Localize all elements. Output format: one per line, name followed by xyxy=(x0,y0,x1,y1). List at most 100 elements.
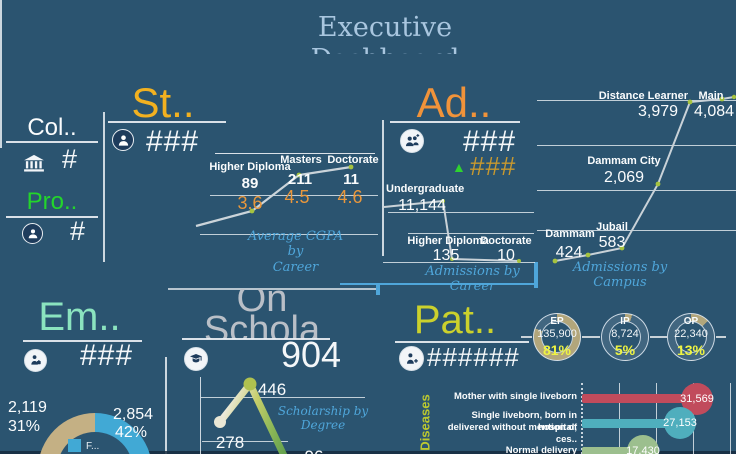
diseases-label-row1: Mother with single liveborn xyxy=(454,391,577,402)
diseases-label-row2a: Single liveborn, born in hospital, xyxy=(471,410,577,433)
gauge-ip-value: 8,724 xyxy=(611,328,639,340)
cgpa-cat-masters: Masters xyxy=(280,154,322,166)
diseases-bar-3-circle xyxy=(627,435,659,454)
cgpa-val-0: 3.6 xyxy=(237,193,263,213)
diseases-bar-1-value: 31,569 xyxy=(680,393,714,405)
programs-title: Pro.. xyxy=(26,188,78,215)
cgpa-caption-line2: Career xyxy=(272,259,319,275)
scholarship-value: 904 xyxy=(281,334,342,375)
gauge-op[interactable] xyxy=(667,313,715,361)
diseases-bar-2-circle xyxy=(664,407,696,439)
admissions-delta-icon: ▲ xyxy=(452,159,466,175)
admissions-value: ### xyxy=(463,125,517,158)
bottom-edge-strip xyxy=(0,451,736,454)
diseases-bar-2[interactable] xyxy=(582,419,674,428)
patients-title: Pat.. xyxy=(413,298,497,342)
campus-cat-distance-learner: Distance Learner xyxy=(598,90,688,102)
admissions-icon xyxy=(400,129,424,153)
gauge-ip-label: IP xyxy=(620,316,630,327)
scholarship-val-96: 96 xyxy=(296,447,332,454)
scholarship-axis xyxy=(200,377,201,454)
colleges-title: Col.. xyxy=(27,114,77,141)
gauge-connector-3 xyxy=(650,336,667,338)
patients-underline xyxy=(395,341,529,343)
campus-val-main: 4,084 xyxy=(693,103,735,120)
students-title: St.. xyxy=(131,79,195,126)
scholarship-caption-line1: Scholarship by xyxy=(277,404,369,418)
career-campus-splitter xyxy=(534,262,538,288)
employees-legend-swatch xyxy=(68,439,81,452)
cgpa-val-2: 4.6 xyxy=(337,187,363,207)
admissions-delta-value: ### xyxy=(470,151,517,181)
diseases-gridline-1 xyxy=(619,383,620,454)
scholarship-val-446: 446 xyxy=(257,380,287,399)
employees-slice2-value: 2,854 xyxy=(113,406,154,423)
campus-gridline-3 xyxy=(537,190,736,191)
employees-value: ### xyxy=(80,339,134,372)
scholarship-val-278: 278 xyxy=(215,433,245,452)
career-cat-higher-diploma: Higher Diploma xyxy=(407,235,489,247)
gauge-op-label: OP xyxy=(683,316,699,327)
graduate-icon xyxy=(184,347,208,371)
campus-gridline-2 xyxy=(537,145,736,146)
gauge-ep-pct: 81% xyxy=(542,342,572,358)
career-val-undergraduate: 11,144 xyxy=(398,197,446,214)
employees-legend-label[interactable]: F... xyxy=(86,441,100,452)
gauge-ip[interactable] xyxy=(601,313,649,361)
cgpa-gridline-2 xyxy=(200,234,378,235)
career-baseline xyxy=(383,262,535,263)
divider-col-st xyxy=(103,112,105,262)
employees-slice1-pct: 31% xyxy=(8,418,41,435)
divider-em-schola xyxy=(165,357,167,454)
gauge-ip-hole xyxy=(609,321,641,353)
splitter-b xyxy=(376,283,380,295)
diseases-bar-3[interactable] xyxy=(582,447,640,454)
patient-icon xyxy=(399,346,424,371)
gauge-ep[interactable] xyxy=(533,313,581,361)
campus-caption-line2: Campus xyxy=(593,275,647,291)
divider-mid-blue xyxy=(340,283,536,285)
cgpa-count-1: 211 xyxy=(287,171,313,188)
employee-briefcase-icon xyxy=(24,349,47,372)
left-edge-line xyxy=(0,0,2,148)
career-val-higher-diploma: 135 xyxy=(432,247,460,264)
campus-caption-line1: Admissions by xyxy=(572,260,668,275)
gauge-ip-pct: 5% xyxy=(614,342,636,358)
scholarship-caption-line2: Degree xyxy=(300,418,346,433)
gauge-op-pct: 13% xyxy=(676,342,706,358)
programs-underline xyxy=(6,216,98,218)
page-title: Executive Dashboard xyxy=(240,12,530,54)
gauge-connector-2 xyxy=(582,336,600,338)
cgpa-count-0: 89 xyxy=(241,175,259,192)
cgpa-caption-line1: Average CGPA by xyxy=(247,229,344,260)
cgpa-val-1: 4.5 xyxy=(284,187,310,207)
diseases-bar-1[interactable] xyxy=(582,394,690,403)
campus-cat-dammam-city: Dammam City xyxy=(587,155,661,167)
students-kpi-separator xyxy=(215,153,375,154)
programs-icon xyxy=(22,223,43,244)
page-title-line2: Dashboard xyxy=(240,44,530,54)
cgpa-cat-doctorate: Doctorate xyxy=(327,154,379,166)
divider-st-ad xyxy=(382,120,384,256)
diseases-axis-label-text: Diseases xyxy=(417,393,433,451)
career-caption-line2: Career xyxy=(449,279,496,295)
students-underline xyxy=(108,121,226,123)
gauge-ep-label: EP xyxy=(550,316,564,327)
diseases-label-row3: Normal delivery xyxy=(505,445,577,454)
campus-val-distance-learner: 3,979 xyxy=(637,103,679,120)
diseases-bar-3-value: 17,430 xyxy=(626,445,660,454)
gauge-connector-1 xyxy=(521,336,532,338)
employees-slice1-value: 2,119 xyxy=(8,399,47,416)
campus-val-dammam-city: 2,069 xyxy=(603,169,645,186)
career-gridline-2 xyxy=(408,233,534,234)
cgpa-caption: Average CGPA by Career xyxy=(238,229,353,275)
colleges-underline xyxy=(6,141,98,143)
diseases-axis-dotted xyxy=(581,383,583,454)
programs-value: # xyxy=(70,216,87,246)
scholarship-title-line2: Schola xyxy=(203,309,321,339)
career-val-doctorate: 10 xyxy=(497,247,515,264)
gauge-op-hole xyxy=(675,321,707,353)
career-caption: Admissions by Career xyxy=(415,264,530,295)
page-title-line1: Executive xyxy=(317,12,453,43)
